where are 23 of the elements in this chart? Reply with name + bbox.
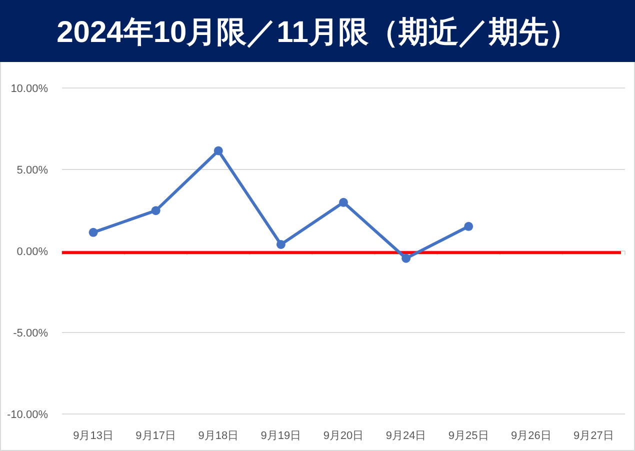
point (276, 240, 286, 249)
x-tick-label: 9月18日 (198, 430, 239, 442)
point (214, 146, 223, 156)
x-tick-label: 9月27日 (574, 430, 614, 442)
chart-title: 2024年10月限／11月限（期近／期先） (56, 16, 578, 49)
point (464, 222, 474, 231)
x-tick-label: 9月24日 (386, 430, 426, 442)
x-tick-label: 9月17日 (136, 430, 176, 442)
y-tick-label: -10.00% (7, 409, 48, 421)
y-tick-label: 5.00% (16, 164, 48, 176)
point (88, 228, 98, 237)
y-tick-label: 10.00% (10, 83, 48, 95)
x-tick-label: 9月13日 (73, 430, 114, 442)
y-tick-label: 0.00% (16, 246, 48, 258)
x-tick-label: 9月20日 (323, 430, 364, 442)
point (402, 254, 411, 263)
x-tick-label: 9月26日 (510, 430, 552, 442)
y-tick-label: -5.00% (13, 328, 48, 340)
x-tick-label: 9月25日 (448, 430, 489, 442)
point (151, 206, 160, 216)
x-tick-label: 9月19日 (260, 430, 302, 442)
title: 2024年10月限／11月限（期近／期先） (0, 0, 635, 62)
point (339, 198, 348, 207)
